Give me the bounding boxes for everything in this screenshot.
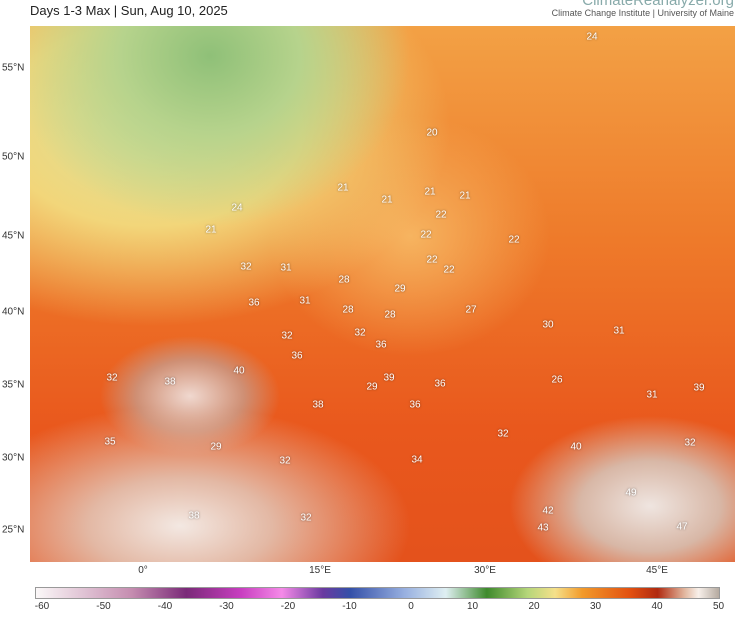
temperature-label: 28: [338, 274, 350, 286]
temperature-label: 32: [281, 330, 293, 342]
temperature-label: 31: [613, 325, 625, 337]
temperature-label: 32: [684, 437, 696, 449]
colorbar-tick: -30: [219, 601, 234, 612]
temperature-label: 36: [248, 297, 260, 309]
temperature-label: 40: [570, 441, 582, 453]
brand-logo: ClimateReanalyzer.org: [582, 0, 734, 9]
colorbar-tick: 40: [651, 601, 663, 612]
temperature-label: 47: [676, 521, 688, 533]
map-title: Days 1-3 Max | Sun, Aug 10, 2025: [30, 3, 228, 18]
temperature-label: 36: [409, 399, 421, 411]
temperature-label: 31: [299, 295, 311, 307]
temperature-label: 38: [164, 376, 176, 388]
temperature-label: 22: [443, 264, 455, 276]
temperature-label: 40: [233, 365, 245, 377]
colorbar-tick: 10: [466, 601, 479, 612]
temperature-label: 26: [551, 374, 563, 386]
longitude-label: 45°E: [646, 565, 668, 576]
colorbar: [35, 587, 720, 599]
colorbar-tick: -20: [280, 601, 296, 612]
colorbar-tick: -50: [96, 601, 111, 612]
temperature-label: 30: [542, 319, 554, 331]
temperature-label: 31: [646, 389, 658, 401]
temperature-label: 32: [354, 327, 366, 339]
temperature-label: 24: [586, 31, 598, 43]
temperature-label: 49: [625, 487, 637, 499]
longitude-label: 30°E: [474, 565, 496, 576]
temperature-label: 38: [188, 510, 200, 522]
colorbar-tick: 50: [712, 601, 725, 612]
temperature-label: 32: [300, 512, 312, 524]
temperature-label: 27: [465, 304, 477, 316]
latitude-label: 45°N: [2, 230, 25, 242]
temperature-label: 21: [381, 194, 393, 206]
temperature-label: 36: [291, 350, 303, 362]
temperature-label: 21: [205, 224, 217, 236]
temperature-label: 21: [424, 186, 436, 198]
colorbar-tick: 0: [408, 601, 414, 612]
temperature-label: 29: [210, 441, 222, 453]
temperature-label: 21: [459, 190, 471, 202]
latitude-label: 50°N: [2, 151, 25, 163]
temperature-label: 39: [383, 372, 395, 384]
temperature-label: 24: [231, 202, 243, 214]
colorbar-tick: -40: [157, 601, 173, 612]
temperature-label: 36: [434, 378, 446, 390]
temperature-map: [30, 26, 735, 562]
temperature-label: 22: [508, 234, 520, 246]
temperature-label: 34: [411, 454, 423, 466]
longitude-label: 15°E: [309, 565, 331, 576]
temperature-label: 36: [375, 339, 387, 351]
latitude-label: 55°N: [2, 62, 25, 74]
colorbar-tick: -60: [34, 601, 50, 612]
latitude-label: 40°N: [2, 306, 25, 318]
temperature-label: 22: [435, 209, 447, 221]
temperature-label: 35: [104, 436, 116, 448]
temperature-label: 29: [366, 381, 378, 393]
latitude-label: 25°N: [2, 524, 25, 536]
temperature-label: 32: [240, 261, 252, 273]
temperature-label: 43: [537, 522, 549, 534]
colorbar-tick: -10: [342, 601, 357, 612]
latitude-label: 35°N: [2, 379, 25, 391]
temperature-label: 21: [337, 182, 349, 194]
institution-label: Climate Change Institute | University of…: [551, 8, 734, 18]
colorbar-tick: 20: [528, 601, 540, 612]
temperature-label: 31: [280, 262, 292, 274]
temperature-label: 38: [312, 399, 324, 411]
temperature-label: 28: [384, 309, 396, 321]
temperature-label: 32: [279, 455, 291, 467]
colorbar-tick: 30: [589, 601, 602, 612]
temperature-label: 22: [420, 229, 432, 241]
temperature-label: 22: [426, 254, 438, 266]
temperature-label: 29: [394, 283, 406, 295]
temperature-label: 20: [426, 127, 438, 139]
longitude-label: 0°: [138, 565, 148, 576]
latitude-label: 30°N: [2, 452, 25, 464]
temperature-label: 28: [342, 304, 354, 316]
temperature-label: 42: [542, 505, 554, 517]
temperature-label: 32: [497, 428, 509, 440]
temperature-label: 32: [106, 372, 118, 384]
temperature-label: 39: [693, 382, 705, 394]
